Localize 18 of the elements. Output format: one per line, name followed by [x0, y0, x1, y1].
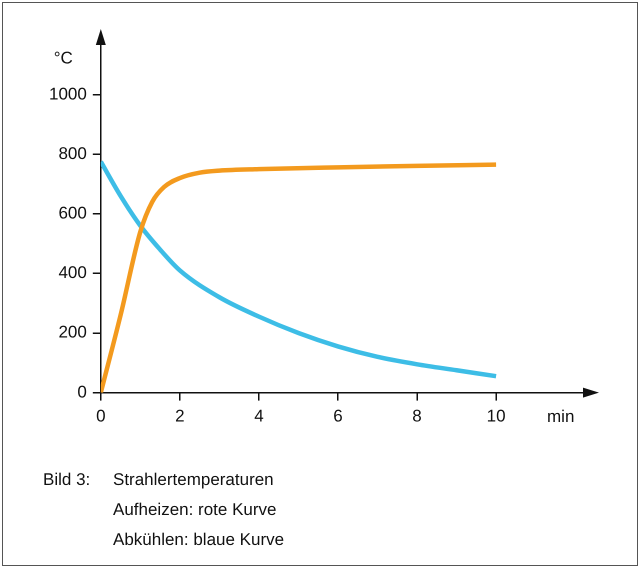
x-tick-label: 10 [486, 406, 506, 426]
y-tick-label: 400 [58, 263, 87, 282]
text: Abkühlen: blaue Kurve [113, 529, 284, 551]
x-tick-label: 6 [333, 406, 343, 426]
y-tick-label: 600 [58, 204, 87, 223]
x-tick-label: 0 [96, 406, 106, 426]
x-tick-label: 8 [412, 406, 422, 426]
text: Bild 3: [43, 469, 92, 491]
x-axis-title: min [547, 406, 574, 426]
x-tick-label: 4 [254, 406, 264, 426]
y-tick-label: 200 [58, 322, 87, 342]
x-tick-label: 2 [175, 406, 185, 426]
text: Strahlertemperaturen [113, 469, 275, 491]
y-tick-label: 1000 [48, 84, 87, 104]
y-tick-label: 800 [58, 144, 87, 163]
y-tick-label: 0 [77, 382, 87, 402]
text: Aufheizen: rote Kurve [113, 499, 278, 521]
y-axis-title: °C [54, 48, 73, 68]
